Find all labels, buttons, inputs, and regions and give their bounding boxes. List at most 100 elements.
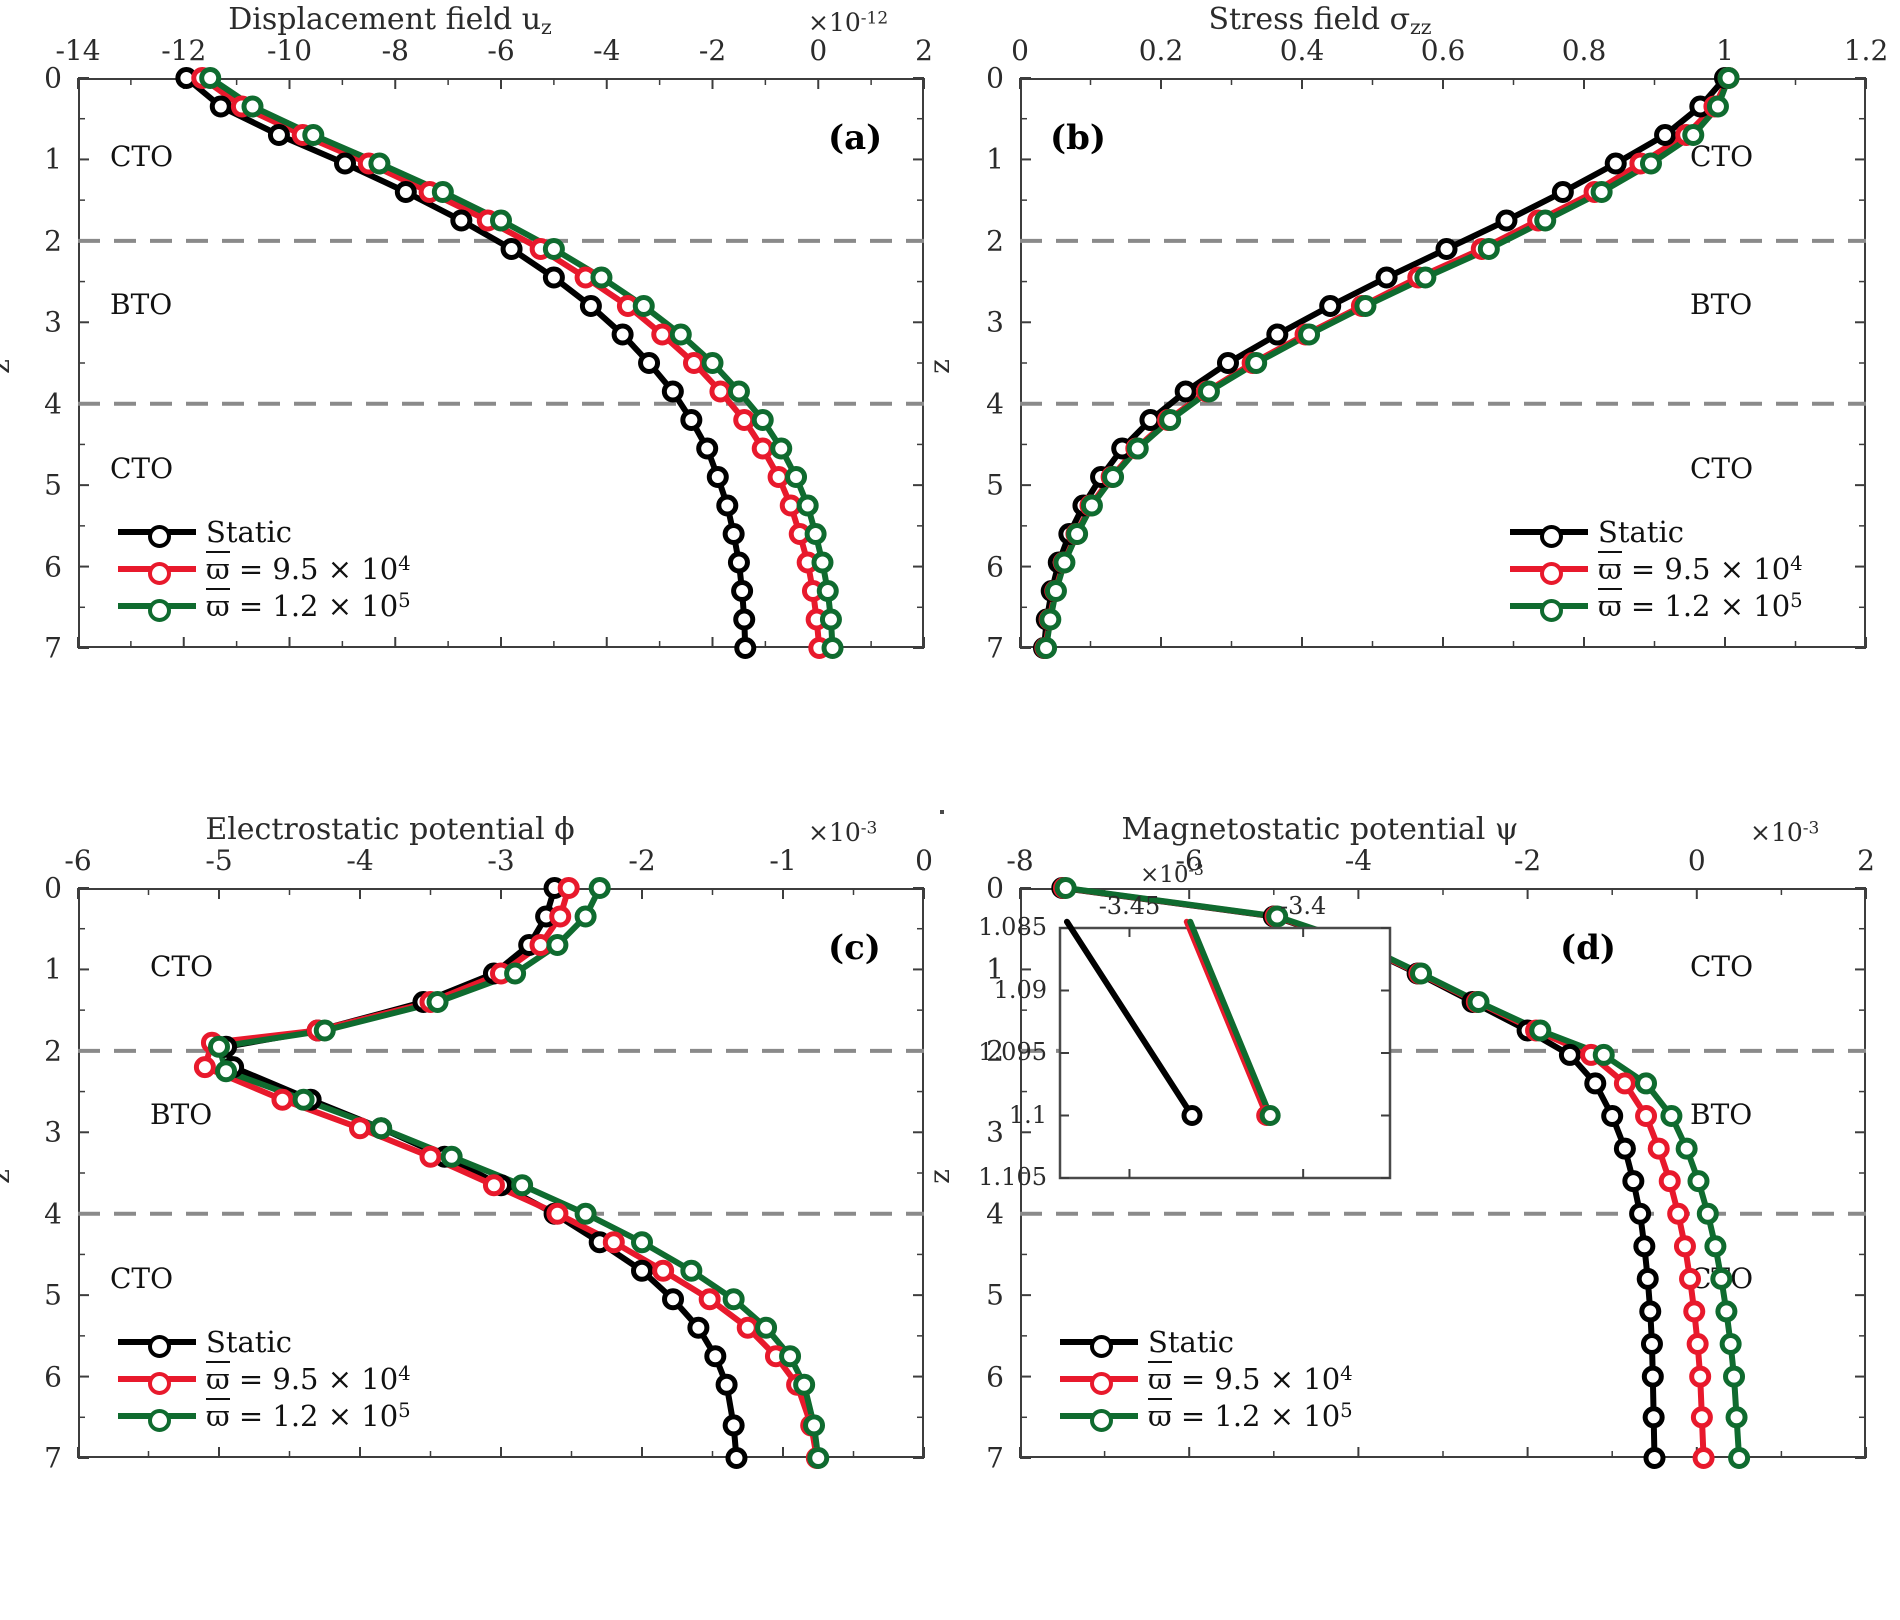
inset-x-tick-label: -3.4 xyxy=(1280,892,1327,920)
legend-label-omega2: ϖ = 1.2 × 105 xyxy=(206,588,411,623)
x-tick-label: -10 xyxy=(266,34,313,67)
x-tick-label: 0 xyxy=(1011,34,1029,67)
y-tick-label: 5 xyxy=(986,468,1004,502)
legend-row-omega2: ϖ = 1.2 × 105 xyxy=(118,587,411,624)
legend-label-omega2: ϖ = 1.2 × 105 xyxy=(1148,1398,1353,1433)
panel-a-legend: Static ϖ = 9.5 × 104 ϖ = 1.2 × 105 xyxy=(118,513,411,624)
x-tick-label: -2 xyxy=(1513,844,1542,877)
x-tick-label: -2 xyxy=(628,844,656,877)
legend-label-omega1: ϖ = 9.5 × 104 xyxy=(1148,1361,1353,1396)
legend-swatch-omega2 xyxy=(118,1409,196,1432)
panel-d-inset-plot-area xyxy=(940,810,944,814)
x-tick-label: -4 xyxy=(593,34,621,67)
x-tick-label: 2 xyxy=(1857,844,1875,877)
panel-b-legend: Static ϖ = 9.5 × 104 ϖ = 1.2 × 105 xyxy=(1510,513,1803,624)
x-tick-label: 0 xyxy=(915,844,933,877)
x-tick-label: 0.8 xyxy=(1561,34,1607,67)
x-tick-label: -6 xyxy=(64,844,92,877)
x-tick-label: -4 xyxy=(346,844,374,877)
y-tick-label: 7 xyxy=(986,631,1004,665)
y-tick-label: 0 xyxy=(44,871,62,905)
x-tick-label: -5 xyxy=(205,844,233,877)
panel-a-exponent: ×10-12 xyxy=(808,8,889,37)
panel-c-material-1: CTO xyxy=(150,950,214,983)
legend-swatch-static xyxy=(118,1335,196,1358)
panel-c: Electrostatic potential ϕ ×10-3 z (c) CT… xyxy=(0,810,933,1620)
inset-y-tick-label: 1.1 xyxy=(1008,1100,1047,1129)
panel-d: Magnetostatic potential ψ ×10-3 z (d) CT… xyxy=(923,810,1875,1620)
y-tick-label: 6 xyxy=(44,550,62,584)
y-tick-label: 5 xyxy=(44,468,62,502)
panel-a-material-3: CTO xyxy=(110,452,174,485)
legend-label-omega1: ϖ = 9.5 × 104 xyxy=(1598,551,1803,586)
y-tick-label: 0 xyxy=(44,61,62,95)
legend-swatch-omega1 xyxy=(1510,562,1588,585)
y-tick-label: 2 xyxy=(986,224,1004,258)
legend-row-omega1: ϖ = 9.5 × 104 xyxy=(1060,1360,1353,1397)
legend-swatch-omega2 xyxy=(1510,599,1588,622)
legend-row-omega2: ϖ = 1.2 × 105 xyxy=(118,1397,411,1434)
y-tick-label: 6 xyxy=(986,550,1004,584)
legend-swatch-omega2 xyxy=(1060,1409,1138,1432)
panel-a-material-1: CTO xyxy=(110,140,174,173)
legend-row-omega1: ϖ = 9.5 × 104 xyxy=(118,550,411,587)
inset-y-tick-label: 1.09 xyxy=(993,975,1047,1004)
panel-b-plot-area xyxy=(1020,78,1866,648)
y-tick-label: 6 xyxy=(44,1360,62,1394)
y-tick-label: 4 xyxy=(986,387,1004,421)
x-tick-label: -8 xyxy=(381,34,409,67)
panel-c-material-3: CTO xyxy=(110,1262,174,1295)
y-tick-label: 7 xyxy=(44,1441,62,1475)
x-tick-label: 0.4 xyxy=(1279,34,1325,67)
y-tick-label: 6 xyxy=(986,1360,1004,1394)
x-tick-label: 0.6 xyxy=(1420,34,1466,67)
y-tick-label: 2 xyxy=(986,1034,1004,1068)
y-tick-label: 2 xyxy=(44,1034,62,1068)
y-tick-label: 3 xyxy=(44,1115,62,1149)
y-tick-label: 0 xyxy=(986,871,1004,905)
x-tick-label: -4 xyxy=(1344,844,1373,877)
panel-c-tag: (c) xyxy=(828,928,881,968)
panel-d-inset-exponent: ×10-3 xyxy=(1140,860,1204,889)
y-tick-label: 5 xyxy=(986,1278,1004,1312)
panel-d-material-2: BTO xyxy=(1690,1098,1753,1131)
legend-swatch-omega1 xyxy=(1060,1372,1138,1395)
y-tick-label: 3 xyxy=(986,305,1004,339)
y-tick-label: 7 xyxy=(986,1441,1004,1475)
panel-d-tag: (d) xyxy=(1560,928,1616,968)
panel-a-material-2: BTO xyxy=(110,288,173,321)
legend-label-static: Static xyxy=(1598,514,1684,549)
panel-d-exponent: ×10-3 xyxy=(1750,818,1820,847)
legend-label-omega1: ϖ = 9.5 × 104 xyxy=(206,551,411,586)
panel-d-inset-canvas xyxy=(1058,918,1392,1180)
panel-c-exponent: ×10-3 xyxy=(808,818,878,847)
legend-label-static: Static xyxy=(1148,1324,1234,1359)
y-tick-label: 1 xyxy=(44,142,62,176)
y-tick-label: 3 xyxy=(44,305,62,339)
y-tick-label: 4 xyxy=(986,1197,1004,1231)
y-tick-label: 5 xyxy=(44,1278,62,1312)
legend-row-static: Static xyxy=(1060,1323,1353,1360)
legend-label-omega1: ϖ = 9.5 × 104 xyxy=(206,1361,411,1396)
panel-c-material-2: BTO xyxy=(150,1098,213,1131)
inset-y-tick-label: 1.105 xyxy=(978,1163,1047,1191)
x-tick-label: 0 xyxy=(1687,844,1706,877)
y-tick-label: 4 xyxy=(44,387,62,421)
x-tick-label: 0.2 xyxy=(1138,34,1184,67)
x-tick-label: -3 xyxy=(487,844,515,877)
x-tick-label: -6 xyxy=(1175,844,1203,877)
x-tick-label: 2 xyxy=(915,34,933,67)
y-tick-label: 1 xyxy=(986,142,1004,176)
legend-row-omega2: ϖ = 1.2 × 105 xyxy=(1060,1397,1353,1434)
x-tick-label: -1 xyxy=(769,844,797,877)
panel-a: Displacement field uz ×10-12 z (a) CTO B… xyxy=(0,0,933,760)
x-tick-label: -12 xyxy=(161,34,207,67)
inset-y-tick-label: 1.095 xyxy=(978,1038,1047,1066)
legend-label-omega2: ϖ = 1.2 × 105 xyxy=(206,1398,411,1433)
panel-c-legend: Static ϖ = 9.5 × 104 ϖ = 1.2 × 105 xyxy=(118,1323,411,1434)
legend-row-omega2: ϖ = 1.2 × 105 xyxy=(1510,587,1803,624)
y-tick-label: 0 xyxy=(986,61,1004,95)
panel-d-title: Magnetostatic potential ψ xyxy=(1121,812,1519,847)
legend-swatch-omega2 xyxy=(118,599,196,622)
